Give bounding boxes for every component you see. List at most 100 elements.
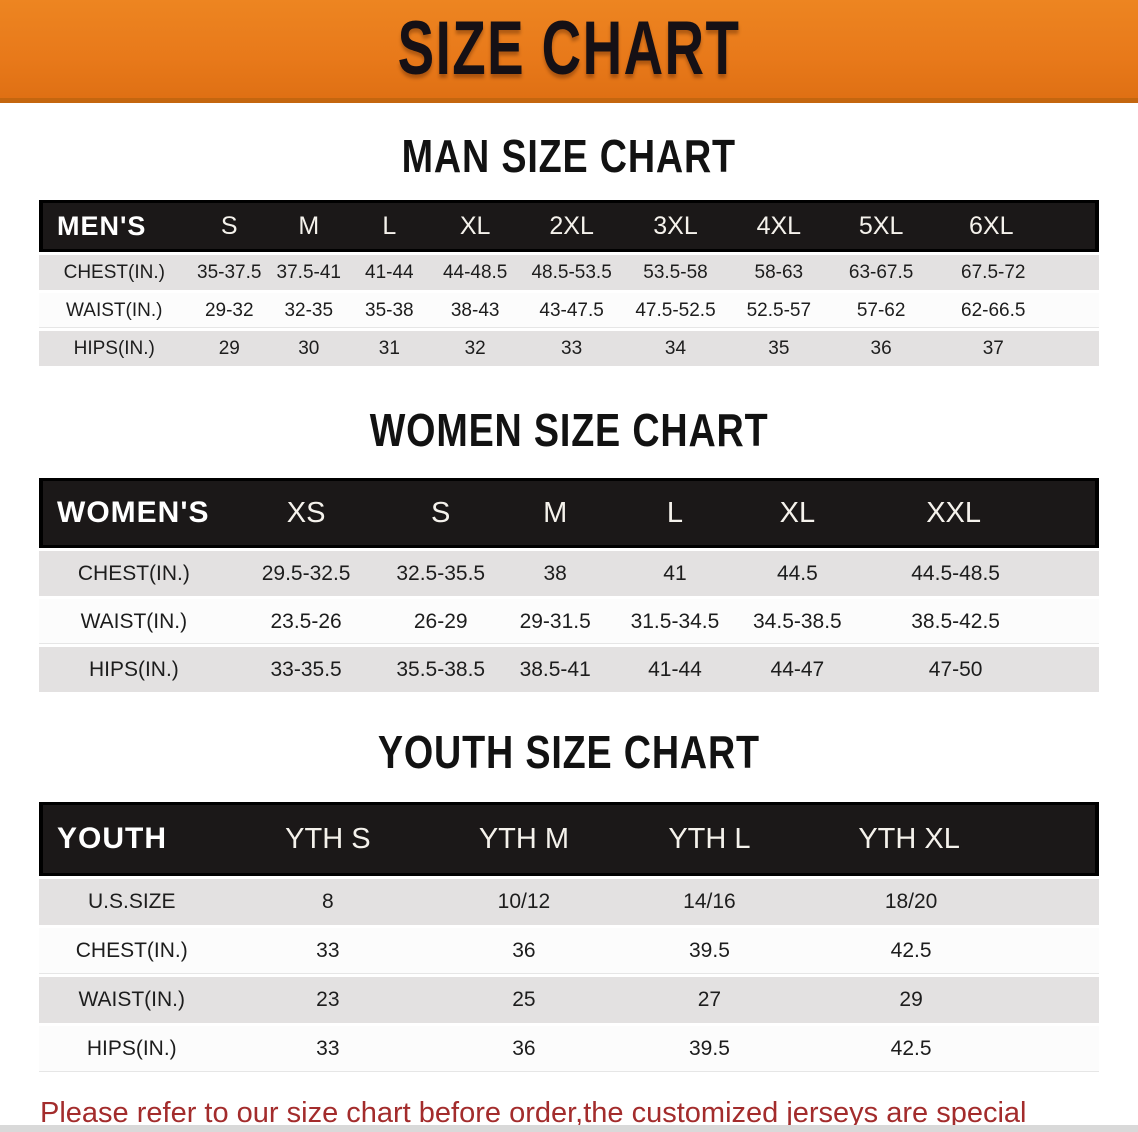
measurement-value: 34 bbox=[623, 331, 728, 366]
measurement-label: CHEST(IN.) bbox=[39, 255, 190, 290]
size-column-header: M bbox=[269, 200, 349, 252]
measurement-value: 25 bbox=[431, 977, 617, 1023]
size-column-header: 3XL bbox=[623, 200, 728, 252]
measurement-label: HIPS(IN.) bbox=[39, 1026, 225, 1072]
size-column-header: S bbox=[189, 200, 270, 252]
measurement-value: 31 bbox=[348, 331, 431, 366]
size-column-header: XS bbox=[228, 478, 384, 548]
measurement-value: 30 bbox=[269, 331, 349, 366]
measurement-value: 23 bbox=[224, 977, 432, 1023]
measurement-value: 14/16 bbox=[616, 879, 803, 925]
measurement-label: CHEST(IN.) bbox=[39, 928, 225, 974]
measurement-value: 32 bbox=[430, 331, 521, 366]
measurement-label: HIPS(IN.) bbox=[39, 647, 229, 692]
women-size-table: WOMEN'S XS S M L XL XXL CHEST(IN.) 29.5-32.5 32.5… bbox=[39, 475, 1099, 695]
size-column-header: YTH XL bbox=[802, 802, 1099, 876]
measurement-value: 29-32 bbox=[189, 293, 270, 328]
measurement-label: U.S.SIZE bbox=[39, 879, 225, 925]
size-column-header: M bbox=[497, 478, 613, 548]
size-column-header: YTH M bbox=[431, 802, 617, 876]
measurement-value: 32.5-35.5 bbox=[383, 551, 498, 596]
size-column-header: 2XL bbox=[520, 200, 624, 252]
measurement-value: 38 bbox=[497, 551, 613, 596]
measurement-value: 42.5 bbox=[802, 928, 1099, 974]
page-title: SIZE CHART bbox=[397, 6, 741, 91]
youth-size-table: YOUTH YTH S YTH M YTH L YTH XL U.S.SIZE 8 10/12… bbox=[39, 799, 1099, 1075]
measurement-value: 43-47.5 bbox=[520, 293, 624, 328]
measurement-value: 36 bbox=[829, 331, 933, 366]
measurement-value: 29 bbox=[189, 331, 270, 366]
table-row: WAIST(IN.) 23 25 27 29 bbox=[39, 977, 1099, 1023]
measurement-value: 29-31.5 bbox=[497, 599, 613, 644]
measurement-value: 38.5-42.5 bbox=[857, 599, 1099, 644]
measurement-value: 44.5 bbox=[737, 551, 858, 596]
table-row: U.S.SIZE 8 10/12 14/16 18/20 bbox=[39, 879, 1099, 925]
measurement-value: 63-67.5 bbox=[829, 255, 933, 290]
table-group-label: YOUTH bbox=[39, 802, 225, 876]
size-column-header: XL bbox=[430, 200, 521, 252]
measurement-value: 67.5-72 bbox=[932, 255, 1099, 290]
table-group-label: MEN'S bbox=[39, 200, 190, 252]
table-row: CHEST(IN.) 29.5-32.5 32.5-35.5 38 41 44.5 44.5… bbox=[39, 551, 1099, 596]
table-group-label: WOMEN'S bbox=[39, 478, 229, 548]
table-header-row: WOMEN'S XS S M L XL XXL bbox=[39, 478, 1099, 548]
size-column-header: XXL bbox=[857, 478, 1099, 548]
measurement-value: 33 bbox=[520, 331, 624, 366]
table-header-row: MEN'S S M L XL 2XL 3XL 4XL 5XL 6XL bbox=[39, 200, 1099, 252]
measurement-value: 44.5-48.5 bbox=[857, 551, 1099, 596]
measurement-label: WAIST(IN.) bbox=[39, 599, 229, 644]
youth-section-heading: YOUTH SIZE CHART bbox=[378, 726, 760, 778]
size-column-header: L bbox=[612, 478, 738, 548]
measurement-value: 37.5-41 bbox=[269, 255, 349, 290]
measurement-label: CHEST(IN.) bbox=[39, 551, 229, 596]
table-row: CHEST(IN.) 33 36 39.5 42.5 bbox=[39, 928, 1099, 974]
measurement-value: 41-44 bbox=[612, 647, 738, 692]
measurement-label: WAIST(IN.) bbox=[39, 293, 190, 328]
women-section-heading: WOMEN SIZE CHART bbox=[369, 404, 769, 456]
table-row: WAIST(IN.) 29-32 32-35 35-38 38-43 43-47.5 47.… bbox=[39, 293, 1099, 328]
measurement-value: 44-48.5 bbox=[430, 255, 521, 290]
measurement-value: 33 bbox=[224, 1026, 432, 1072]
measurement-value: 26-29 bbox=[383, 599, 498, 644]
measurement-value: 27 bbox=[616, 977, 803, 1023]
measurement-value: 29.5-32.5 bbox=[228, 551, 384, 596]
measurement-value: 37 bbox=[932, 331, 1099, 366]
measurement-value: 35 bbox=[727, 331, 830, 366]
measurement-value: 38-43 bbox=[430, 293, 521, 328]
size-column-header: 6XL bbox=[932, 200, 1099, 252]
measurement-value: 58-63 bbox=[727, 255, 830, 290]
measurement-label: HIPS(IN.) bbox=[39, 331, 190, 366]
table-row: HIPS(IN.) 33 36 39.5 42.5 bbox=[39, 1026, 1099, 1072]
measurement-value: 31.5-34.5 bbox=[612, 599, 738, 644]
measurement-value: 36 bbox=[431, 1026, 617, 1072]
measurement-value: 34.5-38.5 bbox=[737, 599, 858, 644]
size-column-header: S bbox=[383, 478, 498, 548]
measurement-value: 53.5-58 bbox=[623, 255, 728, 290]
size-column-header: YTH L bbox=[616, 802, 803, 876]
measurement-value: 39.5 bbox=[616, 928, 803, 974]
measurement-value: 48.5-53.5 bbox=[520, 255, 624, 290]
measurement-value: 35.5-38.5 bbox=[383, 647, 498, 692]
measurement-value: 47-50 bbox=[857, 647, 1099, 692]
size-column-header: YTH S bbox=[224, 802, 432, 876]
measurement-value: 35-38 bbox=[348, 293, 431, 328]
measurement-value: 10/12 bbox=[431, 879, 617, 925]
table-header-row: YOUTH YTH S YTH M YTH L YTH XL bbox=[39, 802, 1099, 876]
size-column-header: L bbox=[348, 200, 431, 252]
table-row: WAIST(IN.) 23.5-26 26-29 29-31.5 31.5-34.5 34… bbox=[39, 599, 1099, 644]
measurement-label: WAIST(IN.) bbox=[39, 977, 225, 1023]
measurement-value: 57-62 bbox=[829, 293, 933, 328]
measurement-value: 23.5-26 bbox=[228, 599, 384, 644]
measurement-value: 36 bbox=[431, 928, 617, 974]
measurement-value: 32-35 bbox=[269, 293, 349, 328]
order-policy-line-1: Please refer to our size chart before or… bbox=[40, 1097, 1027, 1129]
measurement-value: 39.5 bbox=[616, 1026, 803, 1072]
measurement-value: 41 bbox=[612, 551, 738, 596]
banner: SIZE CHART bbox=[0, 0, 1138, 103]
table-row: HIPS(IN.) 29 30 31 32 33 34 35 36 37 bbox=[39, 331, 1099, 366]
measurement-value: 38.5-41 bbox=[497, 647, 613, 692]
measurement-value: 62-66.5 bbox=[932, 293, 1099, 328]
measurement-value: 47.5-52.5 bbox=[623, 293, 728, 328]
measurement-value: 33 bbox=[224, 928, 432, 974]
